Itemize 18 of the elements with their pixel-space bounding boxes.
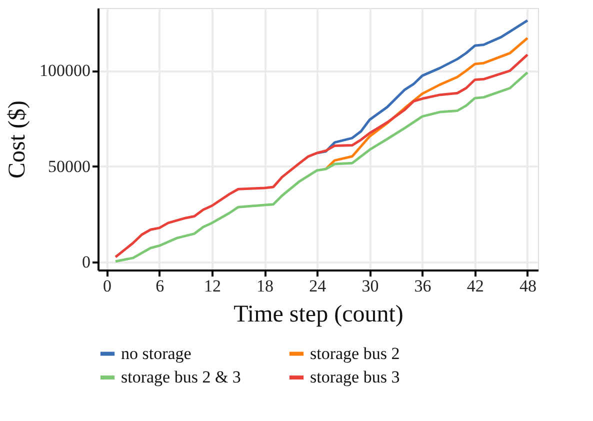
y-axis-title: Cost ($) [4,100,30,178]
y-tick-label: 100000 [40,61,90,80]
x-tick-label: 6 [156,276,164,296]
x-tick-label: 48 [519,276,536,296]
x-tick-label: 18 [256,276,274,296]
legend-label: storage bus 2 [310,344,400,363]
x-tick-label: 30 [362,276,379,296]
x-axis-title: Time step (count) [234,302,404,328]
legend-label: storage bus 2 & 3 [121,368,241,386]
legend-label: storage bus 3 [310,368,400,386]
legend-label: no storage [121,344,192,363]
y-tick-label: 50000 [48,156,90,176]
x-tick-label: 12 [204,276,221,296]
x-tick-label: 24 [309,276,327,296]
y-tick-label: 0 [82,252,90,272]
x-tick-label: 0 [103,276,112,296]
x-tick-label: 42 [466,276,484,296]
x-tick-label: 36 [414,276,432,296]
